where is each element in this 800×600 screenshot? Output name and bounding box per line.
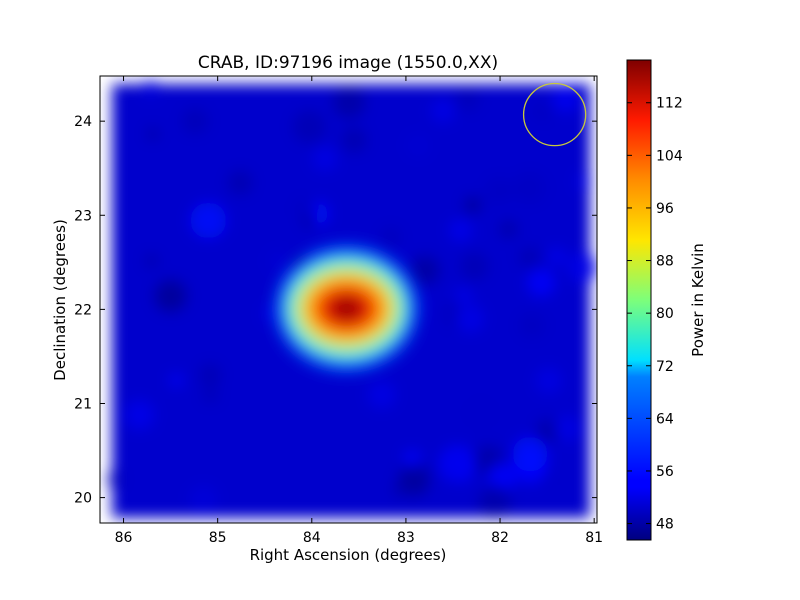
heatmap-blob: [146, 127, 159, 141]
x-tick-label: 85: [209, 530, 227, 546]
source-blob: [276, 246, 417, 371]
heatmap-blob: [262, 305, 281, 323]
x-tick-label: 83: [397, 530, 415, 546]
colorbar-label: Power in Kelvin: [689, 243, 707, 357]
heatmap-blob: [106, 470, 124, 488]
heatmap-blob: [484, 176, 514, 206]
heatmap-blob: [536, 418, 561, 444]
heatmap-blob: [566, 252, 597, 283]
heatmap-blob: [527, 268, 555, 297]
source-contour: [334, 299, 359, 318]
y-axis-ticks: 20 21 22 23 24: [74, 114, 597, 507]
heatmap-blob: [303, 215, 316, 228]
heatmap-blob: [294, 197, 317, 220]
heatmap-blob: [144, 253, 159, 268]
y-tick-label: 20: [74, 491, 92, 507]
heatmap-blob: [518, 312, 546, 339]
heatmap-blob: [292, 109, 327, 144]
heatmap-blob: [518, 246, 541, 269]
heatmap-blob: [403, 450, 421, 468]
heatmap-blob: [181, 107, 209, 135]
heatmap-blob: [455, 86, 481, 112]
heatmap-blob: [487, 462, 516, 492]
heatmap-blob: [456, 305, 484, 333]
heatmap-blob: [431, 99, 455, 123]
heatmap-blob: [125, 400, 155, 430]
colorbar-tick-label: 104: [656, 148, 683, 164]
y-tick-label: 21: [74, 396, 92, 412]
heatmap-blob: [463, 196, 482, 215]
beam-circle: [522, 82, 587, 147]
heatmap-blob: [449, 219, 472, 242]
chart-title: CRAB, ID:97196 image (1550.0,XX): [198, 53, 498, 73]
heatmap-blob: [189, 485, 218, 514]
heatmap-blob: [547, 247, 566, 266]
heatmap-blob: [575, 173, 591, 190]
heatmap-blob: [464, 396, 497, 429]
colorbar-frame: [626, 59, 652, 541]
heatmap-blob: [554, 415, 581, 442]
heatmap-blob: [535, 367, 562, 394]
heatmap-blob: [170, 373, 183, 387]
heatmap-blob: [409, 255, 441, 286]
x-tick-label: 82: [491, 530, 509, 546]
colorbar-tick-label: 88: [656, 254, 674, 270]
heatmap-blob: [532, 101, 553, 122]
y-tick-label: 24: [74, 114, 92, 130]
plot-area: [100, 76, 597, 523]
x-tick-label: 86: [115, 530, 133, 546]
y-tick-label: 22: [74, 302, 92, 318]
colorbar-tick-label: 96: [656, 201, 674, 217]
heatmap-blob: [380, 226, 402, 248]
heatmap-blob: [190, 202, 227, 239]
heatmap-blob: [141, 79, 160, 98]
heatmap-blob: [368, 381, 396, 409]
heatmap-blob: [439, 446, 476, 482]
heatmap-blob: [405, 132, 431, 159]
colorbar-ticks: 48 56 64 72 80 88 96 104 112: [627, 96, 683, 533]
x-axis-ticks: 86 85 84 83 82 81: [115, 76, 603, 546]
heatmap-blob: [332, 84, 367, 119]
heatmap-blob: [498, 219, 519, 239]
colorbar-tick-label: 112: [656, 96, 683, 112]
y-tick-label: 23: [74, 208, 92, 224]
x-tick-label: 84: [303, 530, 321, 546]
heatmap-blob: [201, 386, 220, 405]
colorbar-tick-label: 72: [656, 359, 674, 375]
colorbar: [627, 60, 651, 540]
heatmap-blob: [266, 249, 291, 273]
colorbar-tick-label: 48: [656, 517, 674, 533]
heatmap-blob: [227, 169, 253, 196]
heatmap-blob: [552, 85, 579, 112]
colorbar-tick-label: 56: [656, 464, 674, 480]
heatmap-blob: [477, 484, 512, 520]
colorbar-tick-label: 80: [656, 306, 674, 322]
colorbar-tick-label: 64: [656, 411, 674, 427]
heatmap-blob: [391, 482, 407, 498]
heatmap-blob: [153, 278, 188, 313]
heatmap-blob: [459, 251, 490, 282]
heatmap-blob: [512, 171, 547, 205]
heatmap-blob: [198, 363, 222, 387]
heatmap-blob: [454, 287, 473, 305]
heatmap-blob: [512, 436, 548, 472]
heatmap-blob: [340, 126, 368, 154]
y-axis-label: Declination (degrees): [51, 219, 69, 381]
plot-frame: [99, 75, 598, 524]
x-tick-label: 81: [585, 530, 603, 546]
heatmap-blob: [312, 146, 338, 171]
x-axis-label: Right Ascension (degrees): [250, 546, 447, 564]
